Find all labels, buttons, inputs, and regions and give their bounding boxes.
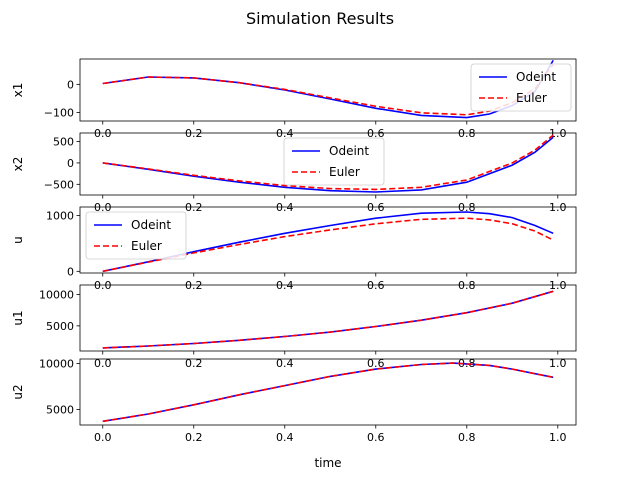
legend-label-odeint: Odeint [516, 70, 556, 84]
x-tick-label: 0.0 [94, 201, 112, 214]
subplot-u2: 10000 5000 0.0 0.2 0.4 0.6 0.8 1.0 u2 [11, 358, 577, 444]
x-tick-label: 0.8 [458, 431, 476, 444]
legend-box [470, 63, 572, 112]
series-line-euler [102, 217, 554, 273]
y-tick-label: 5000 [46, 320, 74, 333]
axes-frame [79, 132, 577, 196]
series-line-series-0 [102, 290, 554, 349]
y-axis-label: x2 [11, 157, 25, 172]
legend-label-odeint: Odeint [131, 218, 171, 232]
y-tick-label: 10000 [39, 358, 74, 371]
x-tick-label: 0.4 [276, 201, 294, 214]
axes-frame [79, 206, 577, 274]
y-tick-label: 0 [67, 157, 74, 170]
x-tick-label: 1.0 [549, 431, 567, 444]
legend-box [283, 137, 385, 186]
x-tick-label: 0.8 [458, 279, 476, 292]
x-tick-label: 0.4 [276, 357, 294, 370]
y-tick-label: −500 [44, 178, 74, 191]
x-tick-label: 0.0 [94, 127, 112, 140]
axes-frame [79, 58, 577, 122]
x-tick-label: 0.4 [276, 127, 294, 140]
x-tick-label: 0.0 [94, 357, 112, 370]
x-tick-label: 0.2 [185, 431, 203, 444]
axes-frame [79, 358, 577, 426]
figure-title: Simulation Results [246, 9, 394, 28]
legend-label-euler: Euler [516, 91, 547, 105]
y-axis-label: u2 [11, 384, 25, 399]
legend-box [85, 211, 187, 260]
series-line-odeint [102, 136, 554, 193]
x-tick-label: 0.0 [94, 431, 112, 444]
subplot-x1: 0 −100 0.0 0.2 0.4 0.6 0.8 1.0 x1 Odeint Euler [11, 58, 577, 140]
y-tick-label: 5000 [46, 403, 74, 416]
y-axis-label: u1 [11, 310, 25, 325]
y-tick-label: 500 [53, 136, 74, 149]
x-tick-label: 0.4 [276, 279, 294, 292]
plot-area [102, 211, 554, 273]
y-tick-label: 0 [67, 78, 74, 91]
plot-area [102, 290, 554, 349]
subplot-u: 1000 0 0.0 0.2 0.4 0.6 0.8 1.0 u Odeint Euler [11, 206, 577, 292]
x-tick-label: 0.6 [367, 431, 385, 444]
legend-label-euler: Euler [329, 165, 360, 179]
x-tick-label: 0.2 [185, 127, 203, 140]
series-line-odeint [102, 211, 554, 273]
x-tick-label: 0.2 [185, 279, 203, 292]
plot-area [102, 134, 554, 193]
x-tick-label: 1.0 [549, 201, 567, 214]
x-tick-label: 0.8 [458, 201, 476, 214]
y-tick-label: −100 [44, 107, 74, 120]
x-tick-label: 0.2 [185, 201, 203, 214]
x-tick-label: 1.0 [549, 357, 567, 370]
x-tick-label: 1.0 [549, 127, 567, 140]
x-tick-label: 0.6 [367, 357, 385, 370]
y-axis-label: x1 [11, 83, 25, 98]
legend: Odeint Euler [470, 63, 572, 112]
x-tick-label: 1.0 [549, 279, 567, 292]
series-line-series-0 [102, 362, 554, 423]
y-tick-label: 0 [67, 265, 74, 278]
legend: Odeint Euler [85, 211, 187, 260]
x-axis-label: time [314, 456, 341, 470]
plot-area [102, 362, 554, 423]
x-tick-label: 0.8 [458, 127, 476, 140]
axes-frame [79, 284, 577, 352]
x-tick-label: 0.6 [367, 201, 385, 214]
subplots: 0−1000.0 0.2 0.4 0.6 0.8 1.0x1OdeintEuler5000… [11, 58, 577, 444]
x-tick-label: 0.2 [185, 357, 203, 370]
legend: Odeint Euler [283, 137, 385, 186]
series-line-series-1 [102, 290, 554, 349]
x-tick-label: 0.4 [276, 431, 294, 444]
subplot-x2: 500 0 −500 0.0 0.2 0.4 0.6 0.8 1.0 x2 Odeint Euler [11, 132, 577, 214]
y-tick-label: 10000 [39, 288, 74, 301]
x-tick-label: 0.0 [94, 279, 112, 292]
legend-label-euler: Euler [131, 239, 162, 253]
x-tick-label: 0.6 [367, 127, 385, 140]
y-tick-label: 1000 [46, 209, 74, 222]
series-line-series-1 [102, 362, 554, 423]
legend-label-odeint: Odeint [329, 144, 369, 158]
y-axis-label: u [11, 236, 25, 244]
series-line-euler [102, 134, 554, 191]
x-tick-label: 0.6 [367, 279, 385, 292]
